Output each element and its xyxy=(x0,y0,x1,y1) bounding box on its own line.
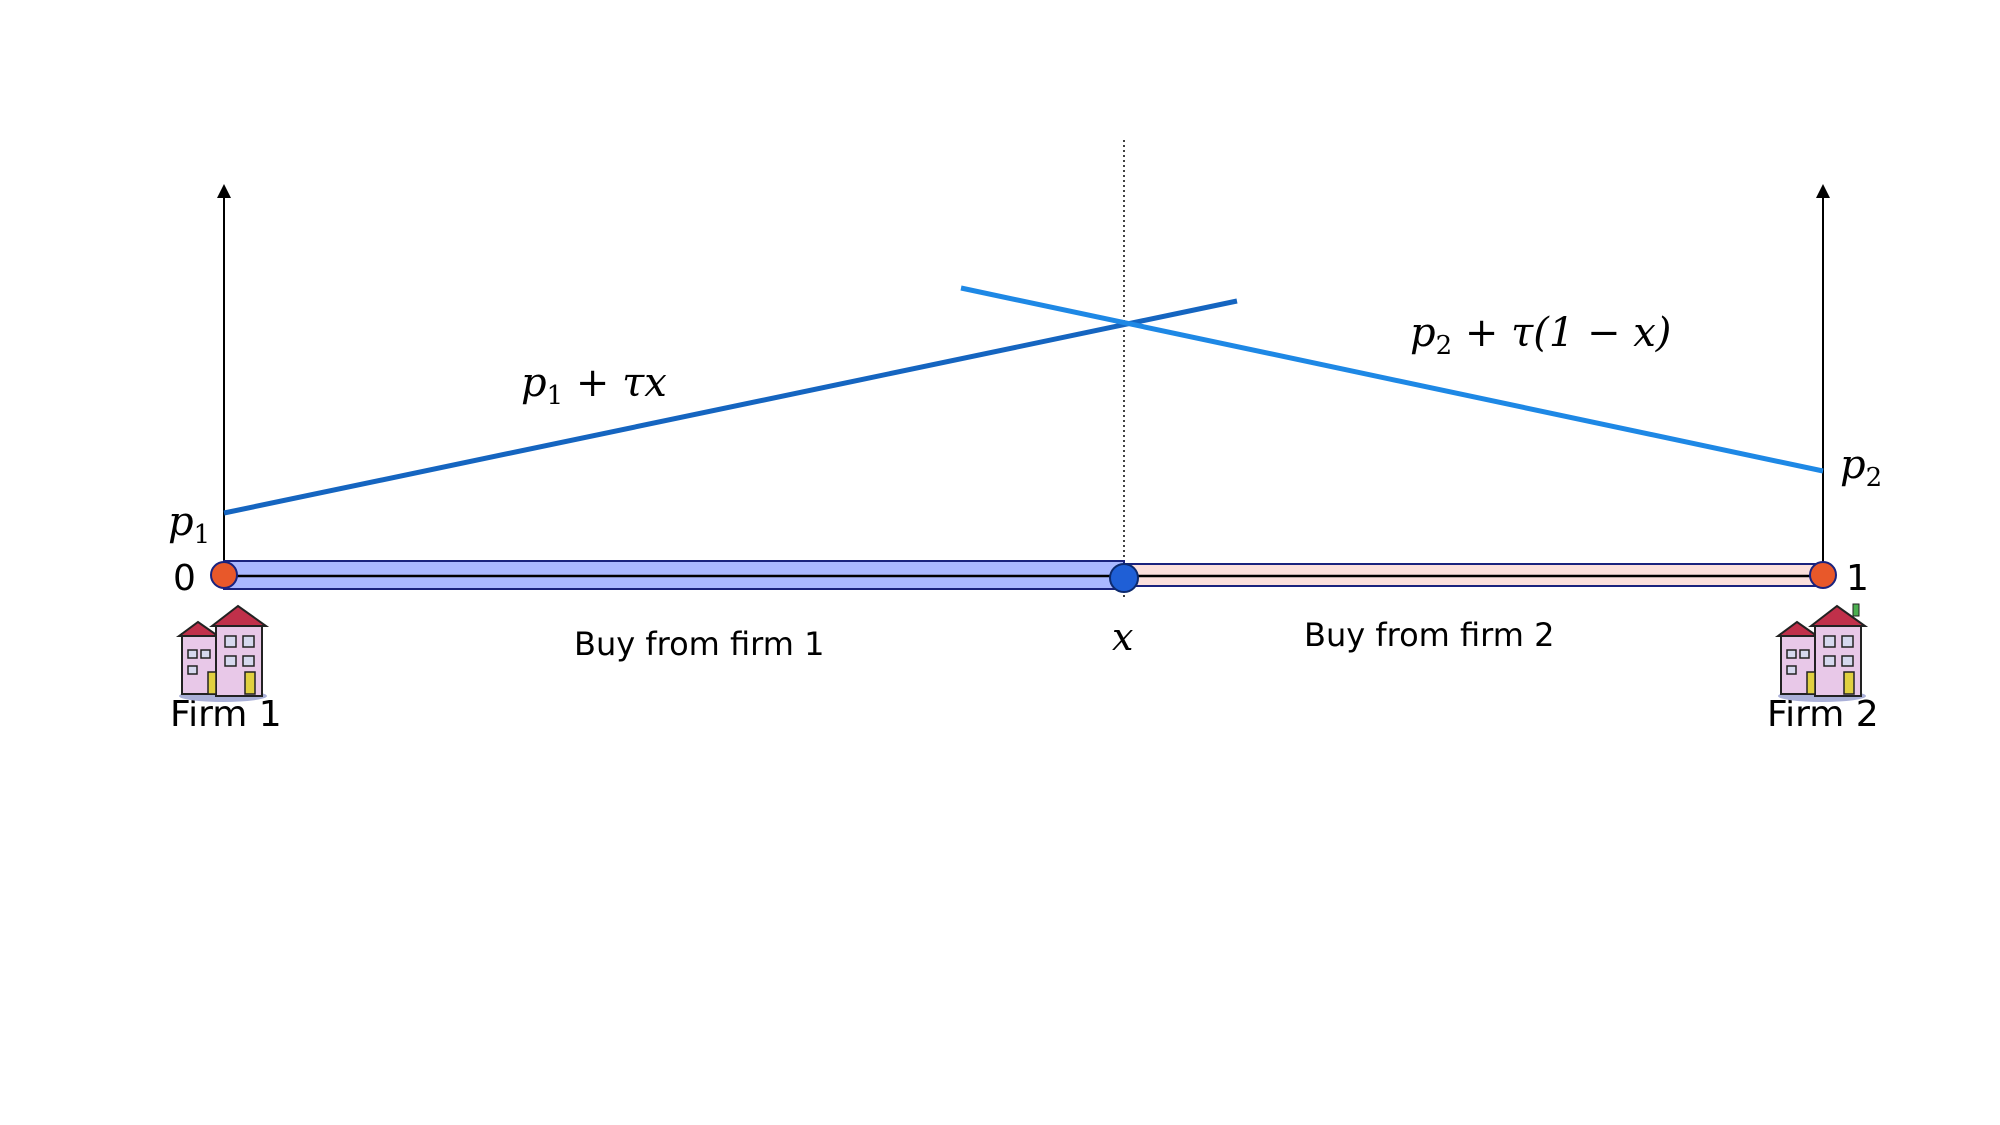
p1-label: p1 xyxy=(168,499,210,550)
location-zero-label: 0 xyxy=(173,558,196,599)
p2-label: p2 xyxy=(1840,442,1882,493)
marginal-consumer-point xyxy=(1109,563,1139,593)
building-icon xyxy=(1774,603,1869,702)
firm2-axis-arrowhead xyxy=(1816,184,1830,198)
buy-from-firm1-label: Buy from firm 1 xyxy=(574,625,824,663)
delivered-price-line-firm2 xyxy=(960,285,1824,474)
firm2-price-line-label: p2 + τ(1 − x) xyxy=(1410,310,1671,361)
delivered-price-line-firm1 xyxy=(223,298,1238,516)
marginal-consumer-x-label: x xyxy=(1112,615,1133,659)
firm1-location-point xyxy=(210,561,238,589)
buy-from-firm2-label: Buy from firm 2 xyxy=(1304,616,1554,654)
firm2-location-point xyxy=(1809,561,1837,589)
firm1-axis-arrowhead xyxy=(217,184,231,198)
location-one-label: 1 xyxy=(1846,558,1869,599)
building-icon xyxy=(175,604,270,702)
firm1-price-line-label: p1 + τx xyxy=(521,360,667,411)
